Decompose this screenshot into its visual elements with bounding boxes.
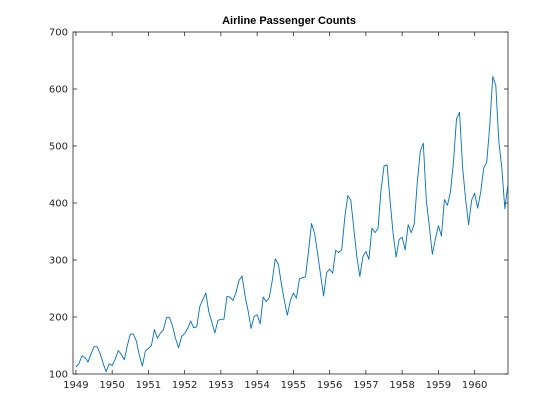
x-tick-label: 1950 — [99, 380, 124, 391]
plot-area: 1949 1950 1951 1952 1953 1954 1955 1956 1957 1958… — [49, 28, 509, 391]
y-tick-label: 700 — [49, 28, 68, 39]
x-tick-label: 1957 — [353, 380, 378, 391]
y-tick-label: 500 — [49, 142, 68, 153]
x-tick-label: 1960 — [462, 380, 487, 391]
y-axis: 100 200 300 400 500 600 700 — [49, 28, 508, 381]
y-tick-label: 100 — [49, 370, 68, 381]
x-tick-label: 1956 — [317, 380, 342, 391]
x-axis: 1949 1950 1951 1952 1953 1954 1955 1956 1957 1958… — [63, 32, 487, 391]
y-tick-label: 300 — [49, 256, 68, 267]
y-tick-label: 600 — [49, 85, 68, 96]
x-tick-label: 1958 — [389, 380, 414, 391]
x-tick-label: 1953 — [208, 380, 233, 391]
x-tick-label: 1954 — [244, 380, 269, 391]
axes-box — [72, 31, 509, 375]
x-tick-label: 1952 — [172, 380, 197, 391]
x-tick-label: 1959 — [426, 380, 451, 391]
series-layer — [75, 76, 509, 373]
x-tick-label: 1955 — [281, 380, 306, 391]
x-tick-label: 1949 — [63, 380, 88, 391]
y-tick-label: 400 — [49, 199, 68, 210]
series-line — [75, 76, 509, 373]
x-tick-label: 1951 — [136, 380, 161, 391]
chart-title: Airline Passenger Counts — [222, 15, 356, 27]
y-tick-label: 200 — [49, 313, 68, 324]
